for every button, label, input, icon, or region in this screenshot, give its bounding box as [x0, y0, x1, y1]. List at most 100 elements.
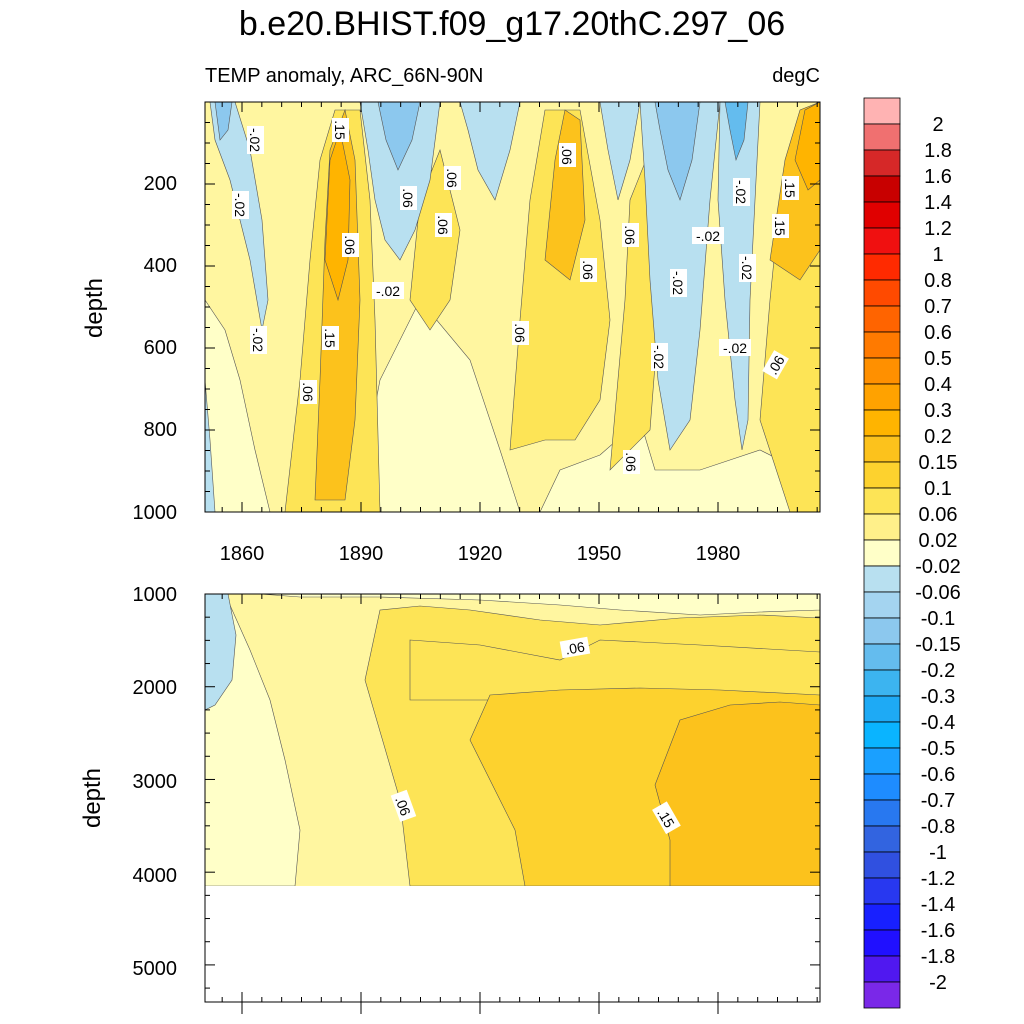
- contour-label: .15: [772, 214, 789, 238]
- colorbar-label: -0.8: [921, 816, 955, 838]
- contour-label: .06: [300, 380, 317, 404]
- contour-label: .15: [332, 118, 349, 142]
- lower-field-orange: [654, 701, 820, 886]
- contour-label-text: .15: [322, 328, 338, 348]
- contour-label-text: -.02: [651, 345, 667, 369]
- colorbar-label: -1.8: [921, 946, 955, 968]
- upper-field-pale-left: [205, 299, 271, 512]
- contour-label-text: -.02: [376, 283, 400, 299]
- upper-field-cooler-2: [654, 102, 701, 201]
- contour-label: -.02: [670, 269, 687, 297]
- lower-y-axis: 1000 2000 3000 4000 5000 depth: [79, 584, 177, 980]
- upper-field-cool-2: [359, 102, 441, 261]
- colorbar-swatch: [863, 825, 901, 853]
- colorbar-label: 0.2: [924, 426, 952, 448]
- colorbar-label: 0.06: [919, 504, 958, 526]
- colorbar-label: 1.8: [924, 140, 952, 162]
- contour-label-text: .06: [392, 794, 414, 818]
- contour-label: -.02: [250, 326, 267, 354]
- colorbar-swatch: [863, 461, 901, 489]
- colorbar-swatch: [863, 435, 901, 463]
- colorbar-label: -0.4: [921, 712, 955, 734]
- colorbar-label: -0.1: [921, 608, 955, 630]
- contour-label: .06: [400, 186, 417, 210]
- lower-panel: [205, 594, 820, 886]
- contour-label: -.02: [651, 343, 668, 371]
- upper-field-cooler-4: [214, 102, 233, 141]
- colorbar-swatch: [863, 955, 901, 983]
- colorbar-swatch: [863, 643, 901, 671]
- colorbar-label: -0.02: [915, 556, 961, 578]
- colorbar-swatch: [863, 617, 901, 645]
- contour-label: -.02: [247, 126, 264, 154]
- colorbar-swatch: [863, 149, 901, 177]
- y-tick-label: 1000: [133, 584, 178, 606]
- upper-x-axis: 1860 1890 1920 1950 1980: [220, 543, 741, 565]
- colorbar-swatch: [863, 981, 901, 1009]
- contour-label: .15: [322, 326, 339, 350]
- contour-label-text: -.02: [739, 256, 755, 280]
- contour-label-text: .06: [622, 225, 638, 245]
- upper-field-warm-right-core: [794, 102, 820, 191]
- contour-label-text: .15: [772, 216, 788, 236]
- colorbar-swatch: [863, 357, 901, 385]
- contour-label: .06: [390, 789, 417, 822]
- colorbar-label: -1.4: [921, 894, 955, 916]
- contour-label-text: -.02: [250, 328, 266, 352]
- contour-label: .06: [512, 321, 529, 345]
- upper-field-cooler-1: [377, 102, 421, 171]
- contour-label-text: .06: [342, 235, 358, 255]
- contour-label-text: -.02: [723, 340, 747, 356]
- upper-y-axis: 200 400 600 800 1000 depth: [81, 173, 177, 524]
- colorbar-label: -0.7: [921, 790, 955, 812]
- colorbar-label: 0.6: [924, 322, 952, 344]
- colorbar-label: -1.6: [921, 920, 955, 942]
- x-tick-label: 1860: [220, 543, 265, 565]
- colorbar-swatch: [863, 331, 901, 359]
- contour-label: -.02: [739, 254, 756, 282]
- y-tick-label: 800: [144, 419, 177, 441]
- colorbar-label: 0.5: [924, 348, 952, 370]
- colorbar-label: 0.02: [919, 530, 958, 552]
- y-tick-label: 5000: [133, 958, 178, 980]
- chart-subtitle-right: degC: [772, 65, 820, 87]
- colorbar-label: 1.4: [924, 192, 952, 214]
- contour-label: .06: [559, 143, 576, 167]
- y-tick-label: 2000: [133, 677, 178, 699]
- colorbar-swatch: [863, 591, 901, 619]
- colorbar-swatch: [863, 539, 901, 567]
- colorbar-label: -0.06: [915, 582, 961, 604]
- contour-label: -.02: [232, 191, 249, 219]
- colorbar-labels: 2 1.8 1.6 1.4 1.2 1 0.8 0.7 0.6 0.5 0.4 0.3 0.2 0.15 0…: [915, 114, 961, 994]
- x-tick-label: 1980: [696, 543, 741, 565]
- y-tick-label: 200: [144, 173, 177, 195]
- upper-field-cooler-3: [724, 102, 749, 162]
- contour-label: .06: [435, 213, 452, 237]
- colorbar-swatch: [863, 279, 901, 307]
- chart-subtitle-left: TEMP anomaly, ARC_66N-90N: [205, 65, 483, 87]
- contour-label-text: .06: [400, 188, 416, 208]
- contour-label-text: .15: [782, 178, 798, 198]
- lower-no-data: [205, 886, 820, 1002]
- contour-label-text: .06: [623, 452, 639, 472]
- colorbar-label: -0.6: [921, 764, 955, 786]
- contour-label: .06: [622, 223, 639, 247]
- colorbar-label: 0.7: [924, 296, 952, 318]
- chart-title: b.e20.BHIST.f09_g17.20thC.297_06: [239, 5, 785, 43]
- colorbar-swatch: [863, 513, 901, 541]
- colorbar-label: 0.3: [924, 400, 952, 422]
- contour-label-text: .06: [559, 145, 575, 165]
- x-tick-label: 1950: [577, 543, 622, 565]
- colorbar-swatch: [863, 383, 901, 411]
- lower-field-cool-edge: [205, 594, 237, 711]
- contour-label-text: .15: [332, 120, 348, 140]
- y-tick-label: 600: [144, 337, 177, 359]
- contour-label-text: .06: [435, 215, 451, 235]
- colorbar-label: -2: [929, 972, 947, 994]
- upper-field-pale-mid: [354, 299, 521, 512]
- contour-label-text: -.02: [670, 271, 686, 295]
- y-tick-label: 400: [144, 255, 177, 277]
- colorbar-swatch: [863, 851, 901, 879]
- colorbar: [863, 97, 901, 1009]
